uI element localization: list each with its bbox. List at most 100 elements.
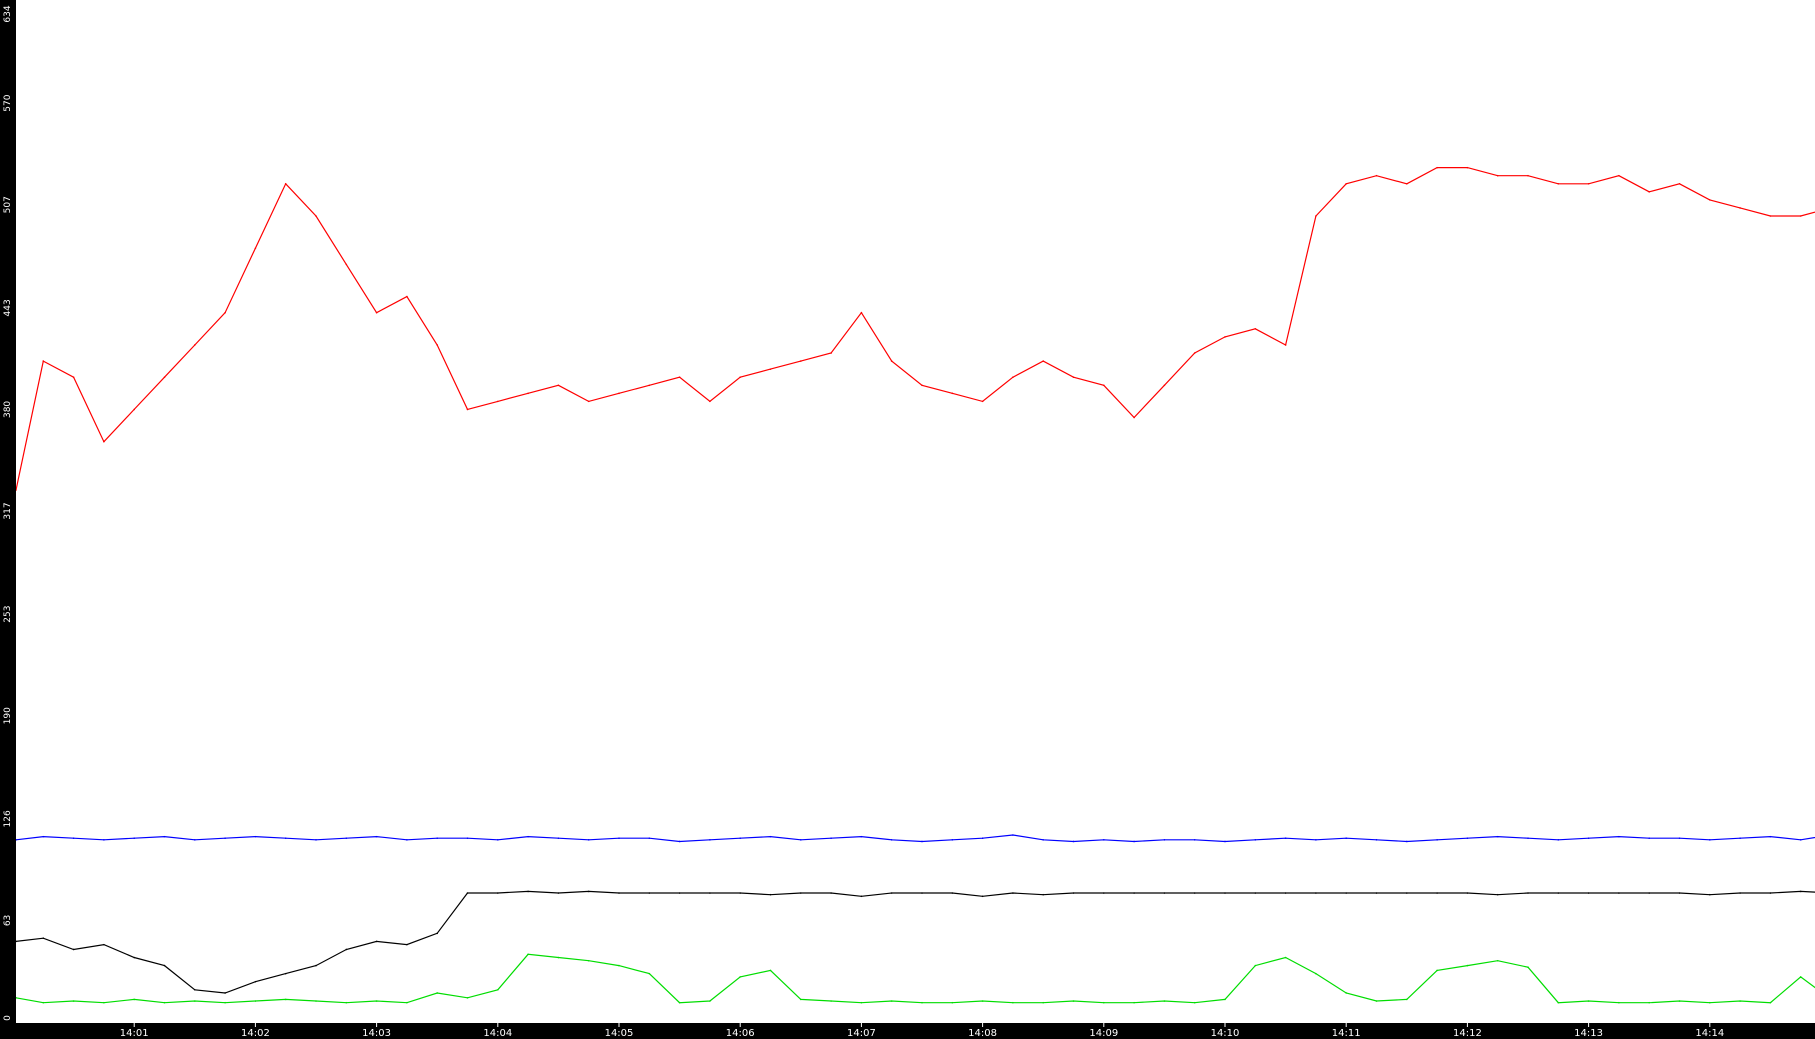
data-point (466, 837, 469, 840)
data-point (1678, 837, 1681, 840)
data-point (1769, 215, 1772, 217)
data-point (921, 1001, 923, 1004)
series-lines (15, 166, 1815, 1004)
data-point (133, 998, 135, 1001)
data-point (1527, 837, 1529, 840)
data-point (921, 892, 923, 894)
data-point (1406, 182, 1408, 185)
data-point (830, 837, 832, 840)
data-point (769, 969, 772, 972)
data-point (406, 1001, 408, 1004)
data-point (981, 895, 984, 898)
data-point (860, 895, 863, 898)
data-point (1375, 892, 1378, 894)
data-point (1224, 336, 1226, 338)
data-point (709, 1000, 711, 1002)
data-point (1769, 1001, 1772, 1004)
data-point (587, 959, 590, 962)
data-point (557, 892, 560, 894)
data-point (1103, 1001, 1105, 1004)
data-point (1496, 835, 1499, 838)
data-point (1284, 956, 1287, 959)
data-point (254, 980, 257, 983)
data-point (1345, 837, 1347, 840)
data-point (1163, 892, 1166, 894)
data-point (618, 392, 620, 395)
data-point (951, 839, 954, 841)
data-point (42, 835, 45, 838)
data-point (981, 837, 984, 840)
x-tick-label: 14:13 (1574, 1028, 1603, 1039)
data-point (254, 835, 257, 838)
data-point (284, 837, 287, 840)
data-point (284, 182, 287, 185)
data-point (1799, 215, 1802, 217)
data-point (1466, 837, 1469, 840)
data-point (1315, 215, 1317, 217)
data-point (1618, 174, 1620, 177)
data-point (163, 835, 166, 838)
x-tick-label: 14:06 (726, 1028, 755, 1039)
data-point (497, 892, 499, 894)
data-point (42, 1001, 45, 1004)
data-point (436, 932, 439, 935)
data-point (1163, 1000, 1166, 1002)
data-point (72, 376, 75, 379)
data-point (1466, 892, 1469, 894)
data-point (1709, 1001, 1711, 1004)
data-point (1193, 1001, 1196, 1004)
data-point (527, 835, 529, 838)
data-point (860, 1001, 863, 1004)
data-point (315, 215, 317, 217)
data-point (345, 948, 348, 951)
data-point (1012, 376, 1014, 379)
data-point (1739, 207, 1741, 209)
data-point (618, 837, 620, 840)
data-point (1133, 1001, 1135, 1004)
data-point (1254, 892, 1257, 894)
data-point (1557, 839, 1560, 841)
data-point (1012, 834, 1014, 836)
data-point (1466, 964, 1469, 967)
data-point (103, 943, 105, 946)
data-point (1163, 384, 1166, 387)
y-tick-label: 190 (3, 707, 13, 724)
data-point (1436, 166, 1438, 169)
data-point (1466, 166, 1469, 169)
data-point (42, 937, 45, 939)
data-point (527, 953, 529, 956)
data-point (1315, 839, 1317, 841)
y-tick-label: 253 (3, 606, 13, 623)
data-point (1406, 840, 1408, 843)
data-point (1587, 182, 1590, 185)
data-point (1527, 966, 1529, 968)
data-point (1739, 837, 1741, 840)
data-point (224, 992, 226, 994)
data-point (1315, 892, 1317, 894)
data-point (1042, 839, 1044, 841)
data-point (557, 837, 560, 840)
x-tick-label: 14:09 (1089, 1028, 1118, 1039)
data-point (375, 835, 378, 838)
data-point (497, 839, 499, 841)
x-tick-label: 14:03 (362, 1028, 391, 1039)
data-point (1769, 835, 1772, 838)
data-point (163, 376, 166, 379)
data-point (527, 392, 529, 395)
data-point (72, 948, 75, 951)
data-point (739, 976, 741, 978)
data-point (163, 964, 166, 967)
data-point (618, 964, 620, 967)
data-point (1496, 893, 1499, 896)
data-point (830, 892, 832, 894)
data-point (1799, 976, 1802, 978)
y-tick-label: 317 (3, 502, 13, 519)
data-point (1769, 892, 1772, 894)
data-point (1284, 892, 1287, 894)
y-tick-label: 443 (3, 299, 13, 316)
data-point (224, 1001, 226, 1004)
data-point (1315, 972, 1317, 975)
data-point (1406, 998, 1408, 1001)
data-point (1587, 837, 1590, 840)
data-point (1254, 964, 1257, 967)
